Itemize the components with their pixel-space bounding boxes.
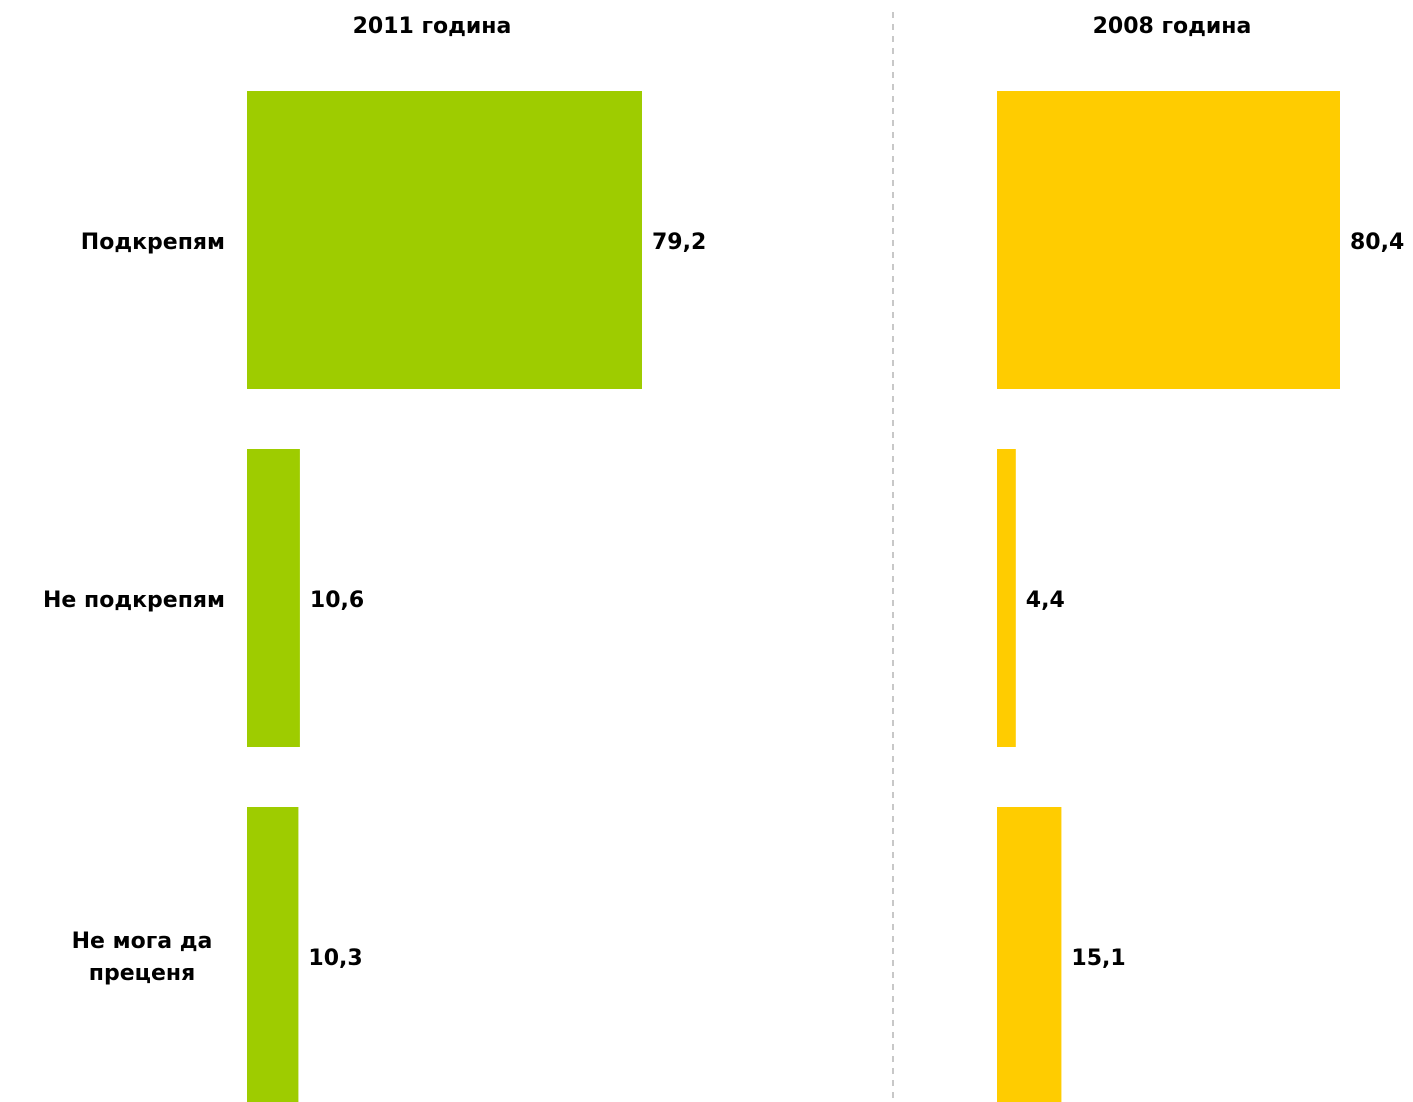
bar-2011-0 (247, 91, 642, 389)
category-label-support: Подкрепям (81, 230, 225, 255)
category-label-cannot-judge-line: преценя (89, 961, 195, 986)
category-label-cannot-judge: Не мога да преценя (72, 929, 213, 986)
value-label-2008-0: 80,4 (1350, 230, 1404, 255)
bar-2011-1 (247, 449, 300, 747)
bar-2008-1 (997, 449, 1016, 747)
bar-2011-2 (247, 807, 299, 1102)
value-label-2008-2: 15,1 (1071, 946, 1125, 971)
value-label-2011-1: 10,6 (310, 588, 364, 613)
value-label-2008-1: 4,4 (1026, 588, 1065, 613)
category-label-cannot-judge-line: Не мога да (72, 929, 213, 954)
value-label-2011-0: 79,2 (652, 230, 706, 255)
bar-2008-2 (997, 807, 1062, 1102)
panel-title-2008: 2008 година (1093, 14, 1252, 39)
bar-2008-0 (997, 91, 1340, 389)
panel-title-2011: 2011 година (353, 14, 512, 39)
value-label-2011-2: 10,3 (308, 946, 362, 971)
category-label-not-support: Не подкрепям (43, 588, 225, 613)
